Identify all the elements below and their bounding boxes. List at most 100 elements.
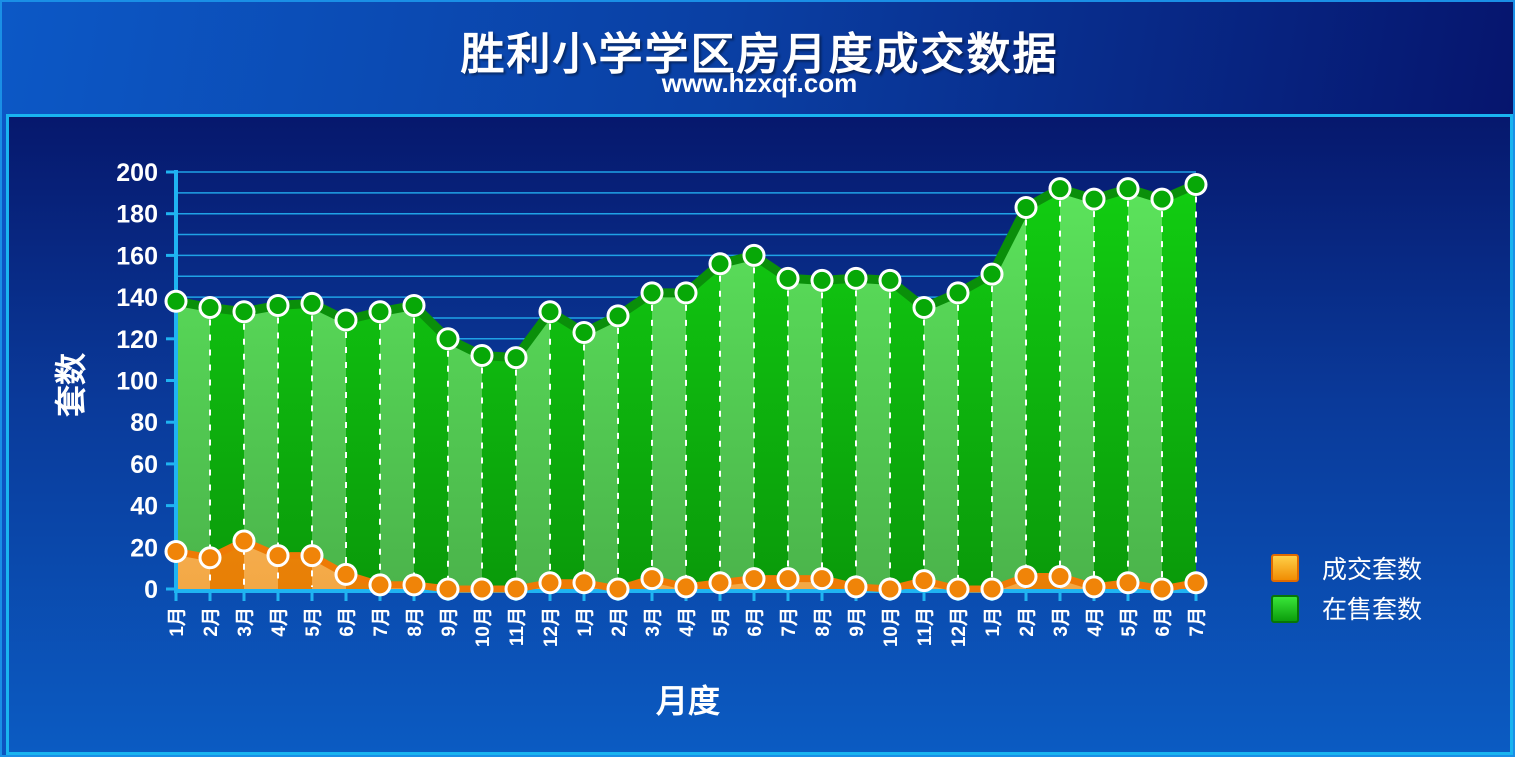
sold-point	[640, 567, 664, 591]
sold-point	[742, 567, 766, 591]
x-tick-label: 2月	[1017, 607, 1038, 637]
x-tick-label: 1月	[575, 607, 596, 637]
on-sale-point	[640, 281, 664, 305]
on-sale-band	[822, 184, 857, 589]
on-sale-band	[414, 184, 449, 589]
x-tick-label: 6月	[337, 607, 358, 637]
x-tick-label: 7月	[779, 607, 800, 637]
on-sale-band	[1094, 184, 1129, 589]
on-sale-point	[334, 308, 358, 332]
sold-point	[674, 575, 698, 599]
on-sale-band	[244, 184, 279, 589]
on-sale-band	[346, 184, 381, 589]
on-sale-band	[176, 184, 211, 589]
x-tick-label: 5月	[303, 607, 324, 637]
on-sale-band	[720, 184, 755, 589]
area-chart: 0 20 40 60 80 100 120 140 160 180 200 1月 2月 3月 4月 5月 6月 7…	[52, 159, 1422, 720]
on-sale-band	[924, 184, 959, 589]
on-sale-point	[1082, 187, 1106, 211]
x-tick-label: 11月	[915, 607, 936, 646]
on-sale-point	[946, 281, 970, 305]
x-tick-label: 5月	[1119, 607, 1140, 637]
on-sale-point	[708, 252, 732, 276]
legend-label-on-sale: 在售套数	[1322, 595, 1422, 624]
chart-subtitle: www.hzxqf.com	[661, 68, 858, 98]
on-sale-band	[210, 184, 245, 589]
on-sale-band	[278, 184, 313, 589]
on-sale-point	[810, 268, 834, 292]
on-sale-band	[856, 184, 891, 589]
on-sale-point	[980, 262, 1004, 286]
on-sale-stripes	[176, 184, 1196, 589]
on-sale-band	[448, 184, 483, 589]
x-tick-label: 1月	[983, 607, 1004, 637]
chart-header: 胜利小学学区房月度成交数据 www.hzxqf.com	[4, 4, 1515, 112]
on-sale-point	[402, 293, 426, 317]
on-sale-band	[754, 184, 789, 589]
sold-point	[538, 571, 562, 595]
y-axis-title: 套数	[52, 352, 90, 417]
sold-point	[946, 577, 970, 601]
sold-point	[980, 577, 1004, 601]
x-tick-label: 11月	[507, 607, 528, 646]
dashed-gridlines	[209, 196, 1197, 587]
on-sale-band	[652, 184, 687, 589]
sold-point	[1048, 564, 1072, 588]
on-sale-point	[878, 268, 902, 292]
y-tick-label: 60	[130, 451, 158, 479]
on-sale-band	[482, 184, 517, 589]
x-tick-label: 7月	[1187, 607, 1208, 637]
x-tick-label: 4月	[269, 607, 290, 637]
sold-point	[1014, 564, 1038, 588]
on-sale-point	[742, 243, 766, 267]
on-sale-point	[470, 343, 494, 367]
plot-panel: 0 20 40 60 80 100 120 140 160 180 200 1月 2月 3月 4月 5月 6月 7…	[6, 114, 1513, 755]
legend-label-sold: 成交套数	[1322, 555, 1422, 584]
legend: 成交套数 在售套数	[1271, 554, 1422, 624]
x-tick-label: 8月	[813, 607, 834, 637]
on-sale-band	[380, 184, 415, 589]
y-tick-label: 20	[130, 534, 158, 562]
sold-point	[232, 529, 256, 553]
on-sale-point	[606, 304, 630, 328]
x-tick-label: 1月	[167, 607, 188, 637]
y-tick-label: 100	[116, 368, 158, 396]
sold-point	[504, 577, 528, 601]
on-sale-band	[584, 184, 619, 589]
x-axis-title: 月度	[656, 682, 720, 720]
on-sale-point	[776, 266, 800, 290]
x-tick-label: 3月	[643, 607, 664, 637]
sold-point	[436, 577, 460, 601]
x-tick-label: 2月	[201, 607, 222, 637]
data-points	[164, 173, 1208, 601]
x-tick-label: 6月	[745, 607, 766, 637]
chart-title: 胜利小学学区房月度成交数据	[460, 29, 1059, 80]
x-tick-label: 7月	[371, 607, 392, 637]
sold-point	[912, 569, 936, 593]
on-sale-band	[516, 184, 551, 589]
x-tick-label: 10月	[473, 607, 494, 647]
y-tick-label: 0	[144, 576, 158, 604]
sold-point	[164, 539, 188, 563]
legend-swatch-sold	[1271, 554, 1299, 582]
on-sale-point	[674, 281, 698, 305]
sold-point	[810, 567, 834, 591]
on-sale-band	[1060, 184, 1095, 589]
on-sale-point	[1184, 173, 1208, 197]
sold-point	[606, 577, 630, 601]
on-sale-point	[1014, 195, 1038, 219]
on-sale-point	[844, 266, 868, 290]
y-tick-label: 180	[116, 201, 158, 229]
x-tick-label: 3月	[1051, 607, 1072, 637]
on-sale-point	[1048, 177, 1072, 201]
on-sale-point	[232, 300, 256, 324]
on-sale-point	[368, 300, 392, 324]
on-sale-point	[164, 289, 188, 313]
y-tick-label: 80	[130, 409, 158, 437]
sold-point	[844, 575, 868, 599]
on-sale-point	[436, 327, 460, 351]
sold-point	[402, 573, 426, 597]
y-tick-label: 140	[116, 284, 158, 312]
x-tick-label: 6月	[1153, 607, 1174, 637]
